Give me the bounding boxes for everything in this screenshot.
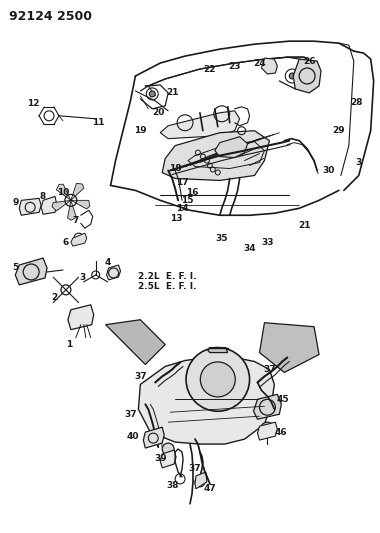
Text: 28: 28 [350,99,363,107]
Text: 16: 16 [186,188,198,197]
Text: 3: 3 [80,273,86,282]
Text: 19: 19 [134,126,147,135]
Polygon shape [107,265,120,280]
Circle shape [289,73,295,79]
Polygon shape [138,358,274,444]
Polygon shape [162,131,269,181]
Polygon shape [68,305,94,330]
Polygon shape [106,320,165,365]
Circle shape [149,91,155,97]
Text: 21: 21 [298,221,310,230]
Text: 14: 14 [176,204,188,213]
Text: 37: 37 [124,410,137,419]
Text: 37: 37 [263,365,276,374]
Text: 92124 2500: 92124 2500 [10,10,92,23]
Polygon shape [143,427,164,448]
Text: 35: 35 [215,233,228,243]
Polygon shape [253,394,281,419]
Text: 30: 30 [323,166,335,175]
Text: 34: 34 [243,244,256,253]
Text: 8: 8 [40,192,46,201]
Text: 37: 37 [134,372,147,381]
Polygon shape [56,184,71,200]
Text: 2.2L  E. F. I.
2.5L  E. F. I.: 2.2L E. F. I. 2.5L E. F. I. [138,272,197,292]
Text: 21: 21 [166,88,178,98]
Text: 15: 15 [181,196,193,205]
Polygon shape [52,200,71,211]
Polygon shape [293,59,321,93]
Text: 11: 11 [92,118,105,127]
Text: 20: 20 [152,108,165,117]
Text: 22: 22 [204,64,216,74]
Polygon shape [71,200,90,209]
Text: 5: 5 [12,263,18,272]
Polygon shape [15,258,47,285]
Text: 7: 7 [73,216,79,225]
Text: 47: 47 [203,484,216,494]
Text: 46: 46 [275,427,288,437]
Polygon shape [160,111,240,139]
Text: 40: 40 [126,432,139,441]
Text: 37: 37 [188,464,201,473]
Circle shape [200,362,235,397]
Polygon shape [19,198,41,215]
Text: 17: 17 [176,178,188,187]
Polygon shape [215,136,248,158]
Text: 9: 9 [12,198,19,207]
Text: 24: 24 [253,59,266,68]
Text: 18: 18 [169,164,181,173]
Polygon shape [208,348,228,352]
Polygon shape [160,450,176,468]
Text: 2: 2 [51,293,57,302]
Polygon shape [261,58,277,74]
Polygon shape [41,196,57,214]
Circle shape [162,443,174,455]
Circle shape [260,422,274,436]
Text: 39: 39 [154,455,166,464]
Circle shape [186,348,250,411]
Text: 12: 12 [27,99,40,108]
Text: 33: 33 [261,238,274,247]
Text: 4: 4 [105,257,111,266]
Polygon shape [195,472,207,489]
Text: 29: 29 [332,126,345,135]
Text: 26: 26 [303,56,315,66]
Polygon shape [71,233,87,246]
Text: 45: 45 [277,395,290,404]
Polygon shape [258,422,277,440]
Text: 6: 6 [63,238,69,247]
Polygon shape [71,183,84,200]
Polygon shape [68,200,76,220]
Text: 23: 23 [228,61,241,70]
Text: 38: 38 [166,481,178,490]
Text: 13: 13 [170,214,182,223]
Polygon shape [260,322,319,373]
Text: 10: 10 [57,188,69,197]
Text: 3: 3 [356,158,362,167]
Text: 1: 1 [66,340,72,349]
